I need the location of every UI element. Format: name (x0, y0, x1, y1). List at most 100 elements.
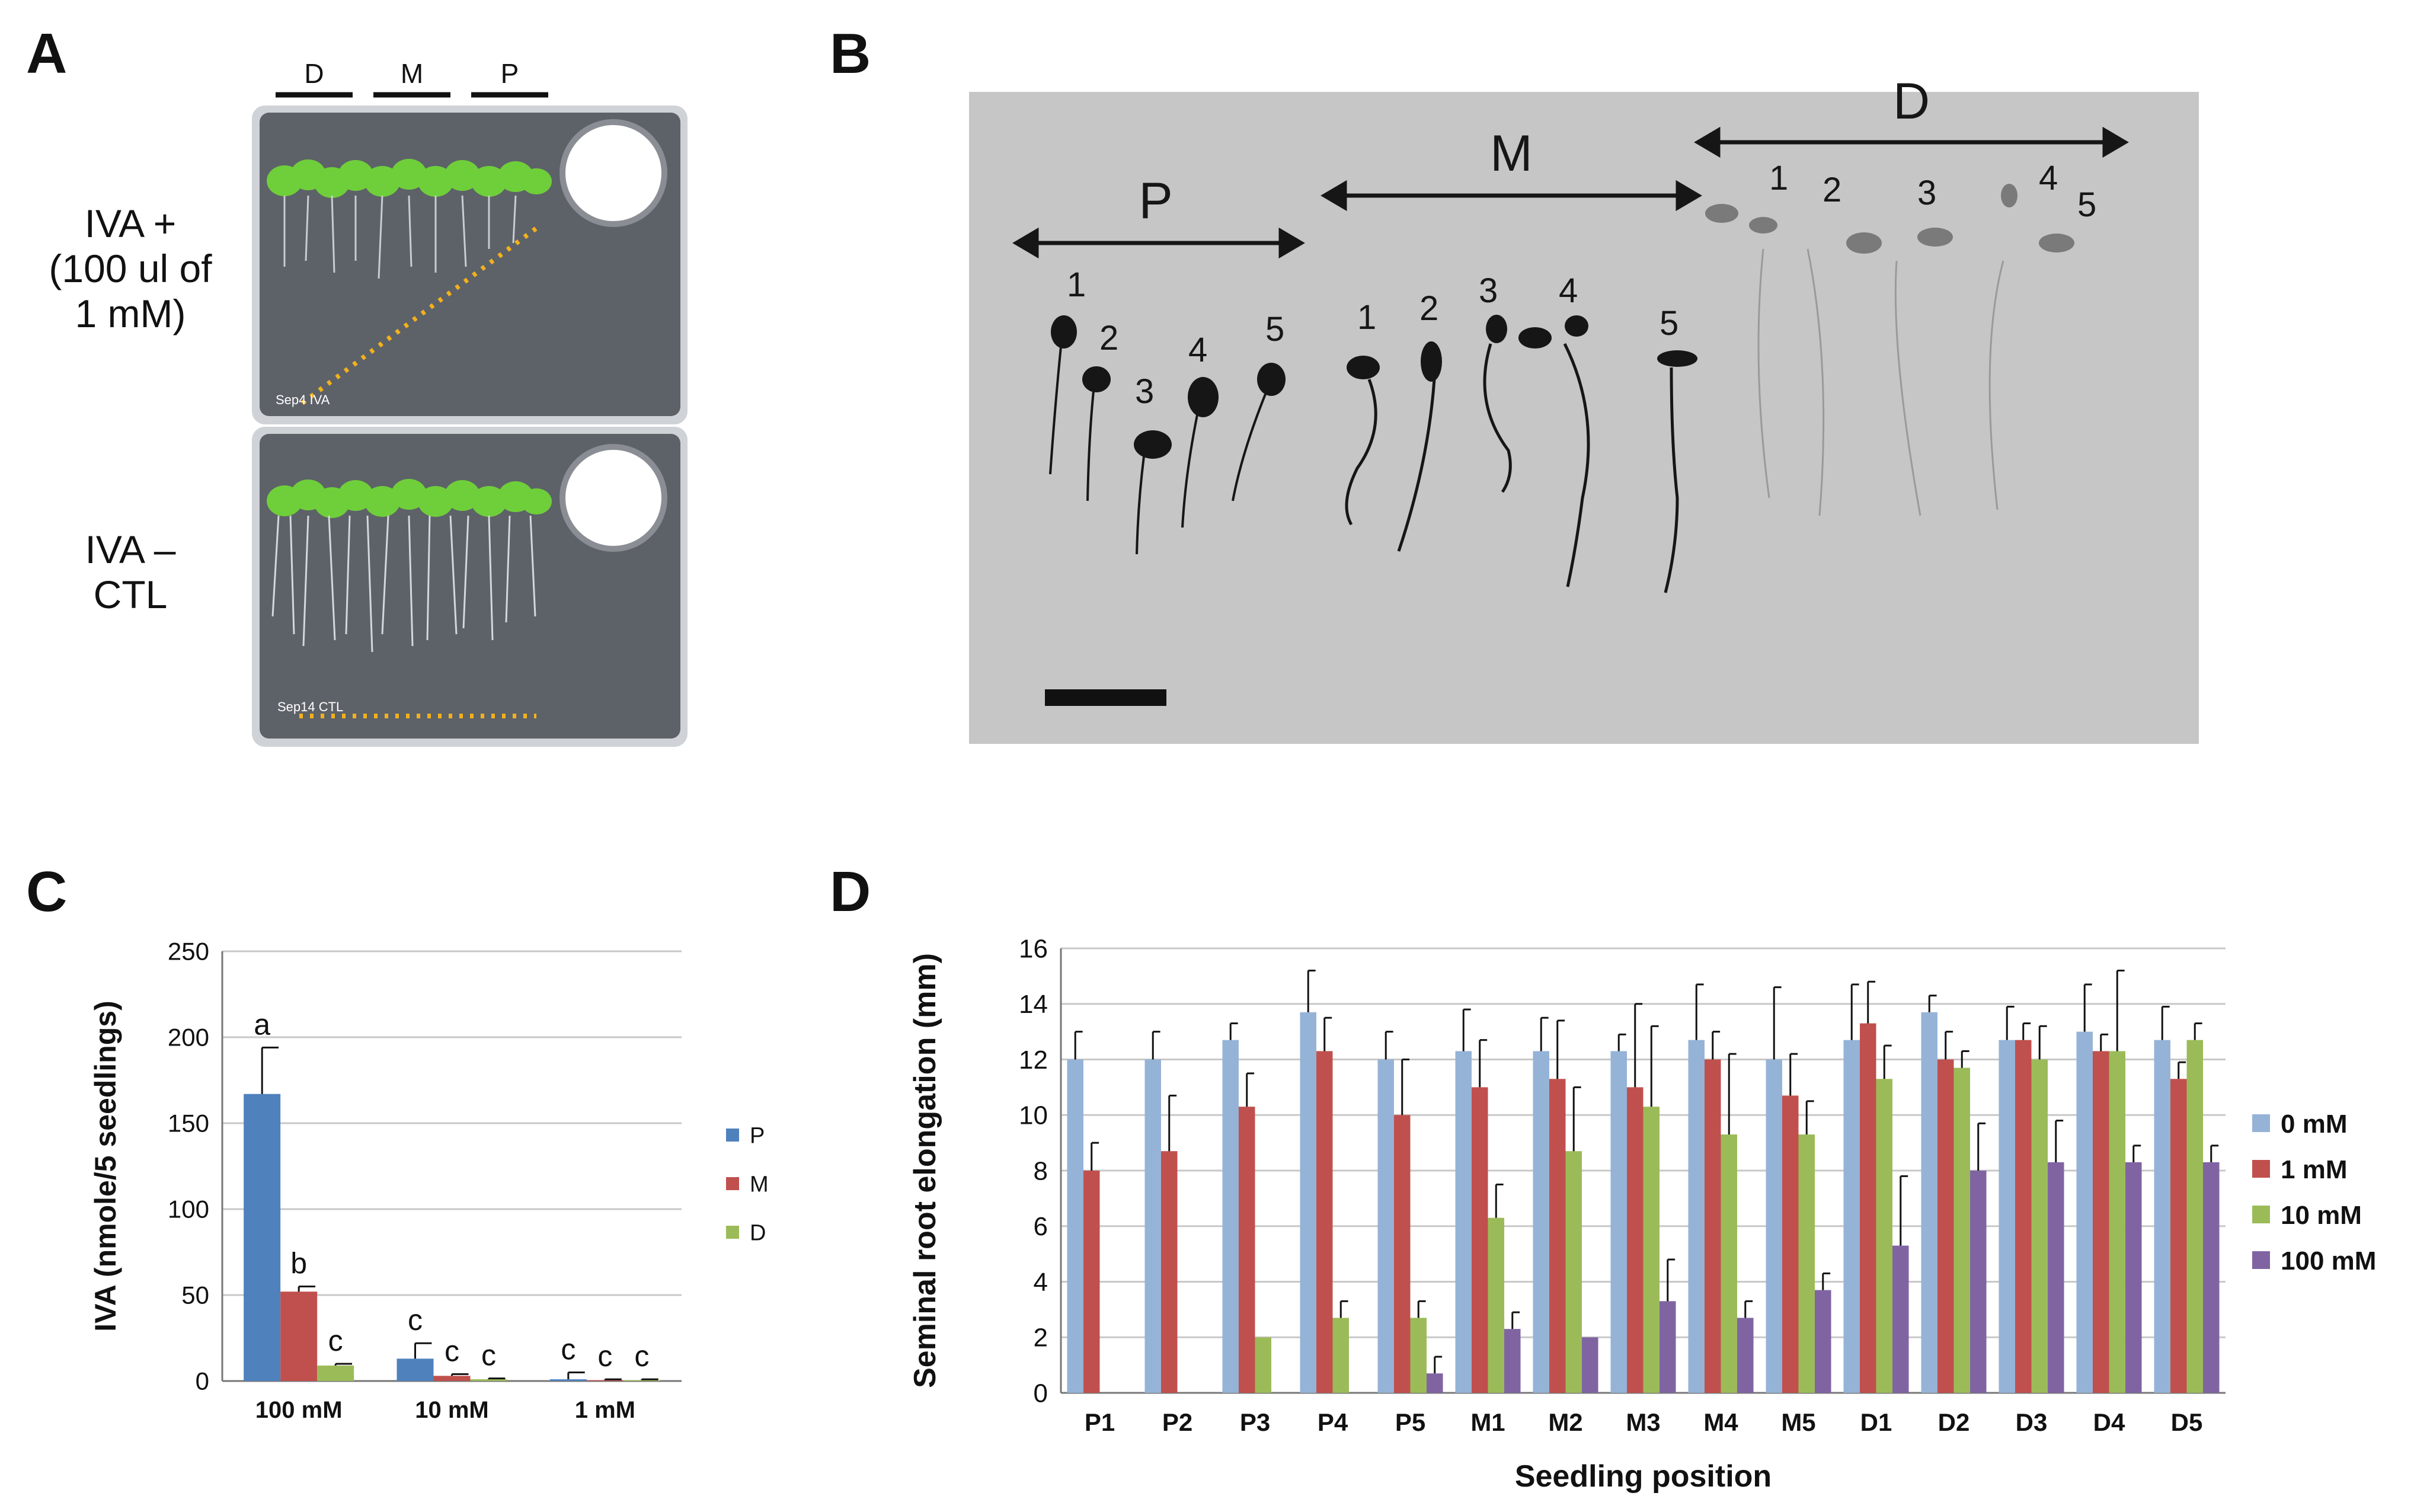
seedling-num-m3: 3 (1479, 271, 1498, 310)
seedling-num-d2: 2 (1822, 171, 1841, 209)
bar (1504, 1329, 1521, 1393)
panel-letter-b: B (830, 22, 871, 85)
iva-plus-label: IVA + (100 ul of 1 mM) (12, 202, 249, 337)
bar (1393, 1115, 1411, 1393)
bar (1471, 1087, 1488, 1393)
seedling-num-p5: 5 (1265, 310, 1284, 349)
x-category-label: D1 (1860, 1408, 1892, 1436)
column-label-p: P (501, 58, 519, 89)
x-category-label: P1 (1085, 1408, 1115, 1436)
legend-label: D (750, 1221, 766, 1246)
bar (1533, 1051, 1549, 1393)
seedling-row-top (267, 159, 552, 198)
y-tick-label: 2 (1034, 1324, 1048, 1353)
significance-letter: c (408, 1303, 423, 1337)
bar (280, 1292, 318, 1381)
seedling-num-d1: 1 (1769, 159, 1788, 197)
roots-top (283, 195, 517, 279)
roots-bottom (271, 515, 536, 653)
bar (1704, 1059, 1721, 1393)
bar (1067, 1059, 1083, 1393)
seedling-num-d4: 4 (2039, 159, 2058, 197)
x-category-label: M1 (1470, 1408, 1505, 1436)
seedlings-m: 1 2 3 4 5 (1345, 271, 1697, 593)
bar (470, 1379, 507, 1381)
seedling-num-m1: 1 (1357, 298, 1376, 337)
bar (2015, 1040, 2032, 1393)
bar (1953, 1067, 1971, 1393)
plate-note-top: Sep4 IVA (276, 392, 330, 407)
seedling-num-p4: 4 (1188, 331, 1207, 369)
column-label-d: D (304, 58, 324, 89)
significance-letter: c (328, 1324, 343, 1357)
bar (1782, 1095, 1799, 1393)
bar (2109, 1051, 2126, 1393)
bar (1815, 1290, 1831, 1393)
significance-letter: c (634, 1340, 649, 1373)
x-category-label: P4 (1318, 1408, 1348, 1436)
significance-letter: c (561, 1333, 575, 1366)
x-category-label: D5 (2171, 1408, 2203, 1436)
bar (1316, 1051, 1333, 1393)
legend-swatch (2252, 1251, 2270, 1269)
bar (1255, 1337, 1272, 1393)
x-category-label: 10 mM (415, 1397, 489, 1423)
x-category-label: M2 (1548, 1408, 1582, 1436)
seedling-num-m4: 4 (1559, 271, 1578, 310)
y-tick-label: 0 (196, 1367, 209, 1395)
seedling-num-p3: 3 (1135, 372, 1154, 411)
iva-plus-line-1: IVA + (84, 202, 177, 245)
bar (1626, 1087, 1644, 1393)
bar (1582, 1337, 1598, 1393)
y-tick-label: 50 (181, 1281, 209, 1309)
bar (1798, 1134, 1815, 1393)
bar (1377, 1059, 1394, 1393)
bar (2048, 1162, 2064, 1393)
bar (1144, 1059, 1161, 1393)
x-category-label: D4 (2093, 1408, 2125, 1436)
y-tick-label: 250 (168, 938, 209, 966)
x-category-label: M5 (1781, 1408, 1815, 1436)
scale-bar (1045, 689, 1166, 706)
legend-swatch (2252, 1206, 2270, 1223)
scan-background (969, 92, 2199, 744)
bar (1549, 1079, 1566, 1393)
seedling-num-p2: 2 (1099, 319, 1118, 357)
x-category-label: P5 (1395, 1408, 1425, 1436)
iva-plus-line-3: 1 mM) (75, 291, 186, 335)
legend-swatch (2252, 1160, 2270, 1178)
iva-plus-line-2: (100 ul of (49, 246, 212, 290)
y-tick-label: 12 (1019, 1046, 1048, 1075)
plate-top: Sep4 IVA (252, 106, 688, 424)
legend-label: 0 mM (2281, 1110, 2347, 1139)
bar (1610, 1051, 1627, 1393)
plate-note-bottom: Sep14 CTL (277, 699, 343, 714)
bar (1859, 1023, 1876, 1393)
plate-bottom: Sep14 CTL (252, 427, 688, 747)
bar (1688, 1040, 1705, 1393)
seedling-num-m5: 5 (1660, 304, 1678, 343)
y-tick-label: 16 (1019, 934, 1048, 963)
bar (549, 1379, 587, 1381)
legend-label: 1 mM (2281, 1155, 2347, 1184)
bar (397, 1358, 434, 1381)
bar (1921, 1012, 1937, 1393)
iva-ctl-line-1: IVA – (85, 528, 176, 571)
bar (1766, 1059, 1782, 1393)
y-tick-label: 100 (168, 1195, 209, 1223)
panel-letter-a: A (26, 22, 68, 85)
x-category-label: M3 (1626, 1408, 1660, 1436)
bar (2125, 1162, 2142, 1393)
x-category-label: D2 (1938, 1408, 1970, 1436)
x-category-label: 100 mM (255, 1397, 343, 1423)
legend-swatch (726, 1177, 739, 1190)
bar (2031, 1059, 2048, 1393)
bar (1300, 1012, 1316, 1393)
bar (2076, 1031, 2093, 1393)
x-category-label: P2 (1162, 1408, 1192, 1436)
y-tick-label: 8 (1034, 1156, 1048, 1185)
bar (1737, 1318, 1754, 1393)
significance-letter: c (445, 1334, 459, 1367)
seedling-num-d5: 5 (2077, 186, 2096, 224)
y-tick-label: 0 (1034, 1379, 1048, 1408)
